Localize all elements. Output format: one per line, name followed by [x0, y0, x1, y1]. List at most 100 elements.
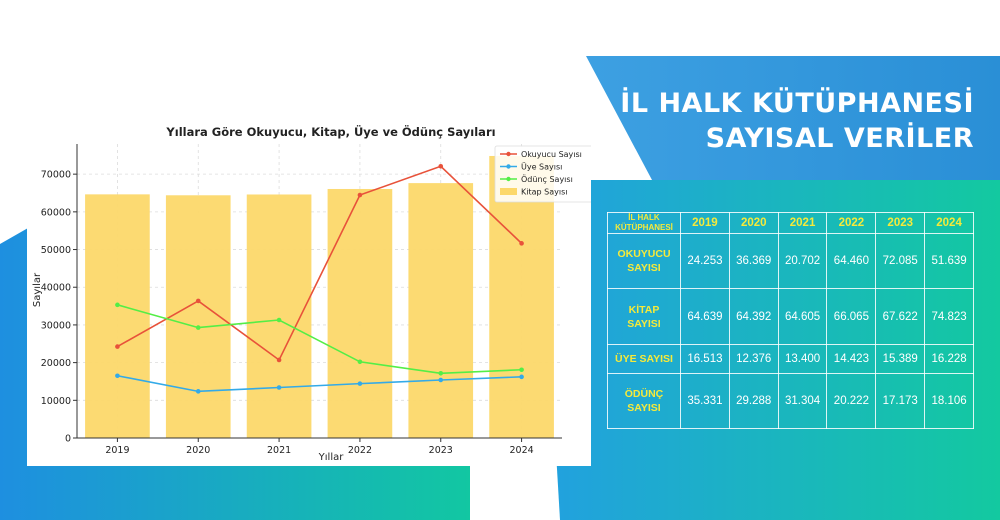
row-label-line1: ÖDÜNÇ	[624, 387, 664, 400]
point-uye-2023	[438, 377, 444, 383]
table-row-header-kitap: KİTAP SAYISI	[607, 288, 681, 345]
table-row-header-okuyucu: OKUYUCU SAYISI	[607, 232, 681, 290]
point-okuyucu-2022	[357, 192, 363, 198]
left-gradient-shape	[0, 228, 470, 520]
y-tick-label: 50000	[41, 245, 71, 256]
legend-swatch-kitap	[500, 188, 517, 195]
table-year-header: 2023	[875, 212, 926, 234]
table-cell: 18.106	[924, 372, 974, 430]
point-uye-2022	[357, 381, 363, 386]
point-odunc-2024	[519, 367, 524, 373]
x-tick-label: 2024	[509, 445, 533, 456]
y-tick-label: 10000	[41, 396, 71, 407]
point-odunc-2021	[276, 317, 282, 323]
point-uye-2019	[115, 373, 120, 379]
table-cell: 64.605	[777, 288, 828, 345]
bar-kitap-2019	[85, 194, 150, 438]
table-cell: 36.369	[728, 232, 779, 290]
table-cell: 29.288	[728, 372, 779, 430]
x-tick-label: 2020	[186, 445, 210, 456]
table-row-header-uye: ÜYE SAYISI	[607, 343, 681, 374]
table-cell: 64.639	[680, 288, 730, 345]
table-cell: 64.392	[728, 288, 779, 345]
point-uye-2020	[195, 389, 201, 394]
table-cell: 35.331	[680, 372, 730, 430]
table-cell: 20.702	[777, 232, 828, 290]
bar-kitap-2024	[489, 155, 554, 438]
table-row: KİTAP SAYISI 64.639 64.392 64.605 66.065…	[607, 288, 974, 345]
table-cell: 74.823	[924, 288, 974, 345]
table-cell: 66.065	[826, 288, 877, 345]
point-okuyucu-2019	[115, 344, 120, 349]
line-series-uye	[117, 374, 522, 393]
point-uye-2021	[276, 385, 282, 390]
table-cell: 64.460	[826, 232, 877, 290]
bar-kitap-2021	[246, 194, 312, 438]
table-year-header: 2022	[826, 212, 877, 234]
banner-title: İL HALK KÜTÜPHANESİ SAYISAL VERİLER	[620, 86, 974, 156]
table-cell: 13.400	[777, 343, 828, 374]
row-label-line2: SAYISI	[627, 317, 661, 330]
row-label-line2: SAYISI	[627, 262, 661, 275]
banner-title-line2: SAYISAL VERİLER	[705, 123, 974, 154]
point-uye-2024	[519, 374, 524, 380]
point-odunc-2023	[438, 370, 444, 376]
table-cell: 67.622	[875, 288, 926, 345]
table-corner-line2: KÜTÜPHANESİ	[615, 223, 673, 232]
line-series-okuyucu	[117, 165, 523, 362]
chart-title: Yıllara Göre Okuyucu, Kitap, Üye ve Ödün…	[165, 124, 495, 139]
table-cell: 24.253	[680, 232, 730, 290]
row-label-line1: ÜYE SAYISI	[615, 352, 673, 365]
point-odunc-2020	[195, 325, 201, 330]
table-corner-header: İL HALK KÜTÜPHANESİ	[607, 212, 681, 234]
table-cell: 12.376	[728, 343, 779, 374]
legend-marker-uye	[506, 164, 511, 169]
table-cell: 16.513	[680, 343, 730, 374]
point-okuyucu-2023	[438, 163, 444, 169]
point-odunc-2019	[115, 302, 120, 308]
legend-label: Kitap Sayısı	[521, 188, 567, 197]
table-header-row: İL HALK KÜTÜPHANESİ 2019 2020 2021 2022 …	[607, 212, 974, 234]
legend-marker-odunc	[506, 176, 511, 182]
table-cell: 51.639	[924, 232, 974, 290]
y-tick-label: 60000	[41, 207, 71, 218]
table-year-header: 2020	[728, 212, 779, 234]
point-okuyucu-2024	[519, 241, 524, 246]
x-tick-label: 2021	[267, 445, 291, 456]
y-tick-label: 30000	[41, 320, 71, 331]
table-row: ÜYE SAYISI 16.513 12.376 13.400 14.423 1…	[607, 343, 974, 374]
row-label-line1: OKUYUCU	[617, 248, 671, 261]
x-tick-label: 2019	[105, 445, 129, 456]
x-tick-label: 2023	[429, 445, 453, 456]
line-series-odunc	[117, 304, 522, 375]
legend-label: Üye Sayısı	[521, 162, 562, 172]
x-tick-label: 2022	[348, 445, 372, 456]
y-tick-label: 40000	[41, 283, 71, 294]
table-row-header-odunc: ÖDÜNÇ SAYISI	[607, 372, 681, 430]
table-cell: 15.389	[875, 343, 926, 374]
table-cell: 16.228	[924, 343, 974, 374]
point-okuyucu-2021	[276, 357, 282, 363]
bar-kitap-2022	[327, 188, 393, 438]
data-table-container: İL HALK KÜTÜPHANESİ 2019 2020 2021 2022 …	[607, 212, 974, 430]
legend-label: Okuyucu Sayısı	[521, 150, 582, 159]
table-corner-line1: İL HALK	[628, 213, 660, 222]
table-cell: 20.222	[826, 372, 877, 430]
bar-kitap-2023	[408, 183, 474, 438]
point-okuyucu-2020	[195, 298, 201, 304]
chart-card: Yıllara Göre Okuyucu, Kitap, Üye ve Ödün…	[27, 118, 591, 466]
point-odunc-2022	[357, 359, 363, 365]
y-tick-label: 70000	[41, 170, 71, 181]
legend-marker-okuyucu	[506, 151, 511, 157]
row-label-line2: SAYISI	[627, 401, 661, 414]
chart-x-axis-label: Yıllar	[318, 452, 345, 463]
table-cell: 14.423	[826, 343, 877, 374]
chart-svg: Yıllara Göre Okuyucu, Kitap, Üye ve Ödün…	[32, 124, 591, 463]
title-banner-shape	[586, 56, 1000, 180]
table-cell: 31.304	[777, 372, 828, 430]
table-year-header: 2021	[777, 212, 828, 234]
legend-box	[494, 145, 591, 203]
table-row: OKUYUCU SAYISI 24.253 36.369 20.702 64.4…	[607, 232, 974, 290]
y-tick-label: 0	[65, 434, 71, 445]
legend-label: Ödünç Sayısı	[521, 174, 573, 184]
